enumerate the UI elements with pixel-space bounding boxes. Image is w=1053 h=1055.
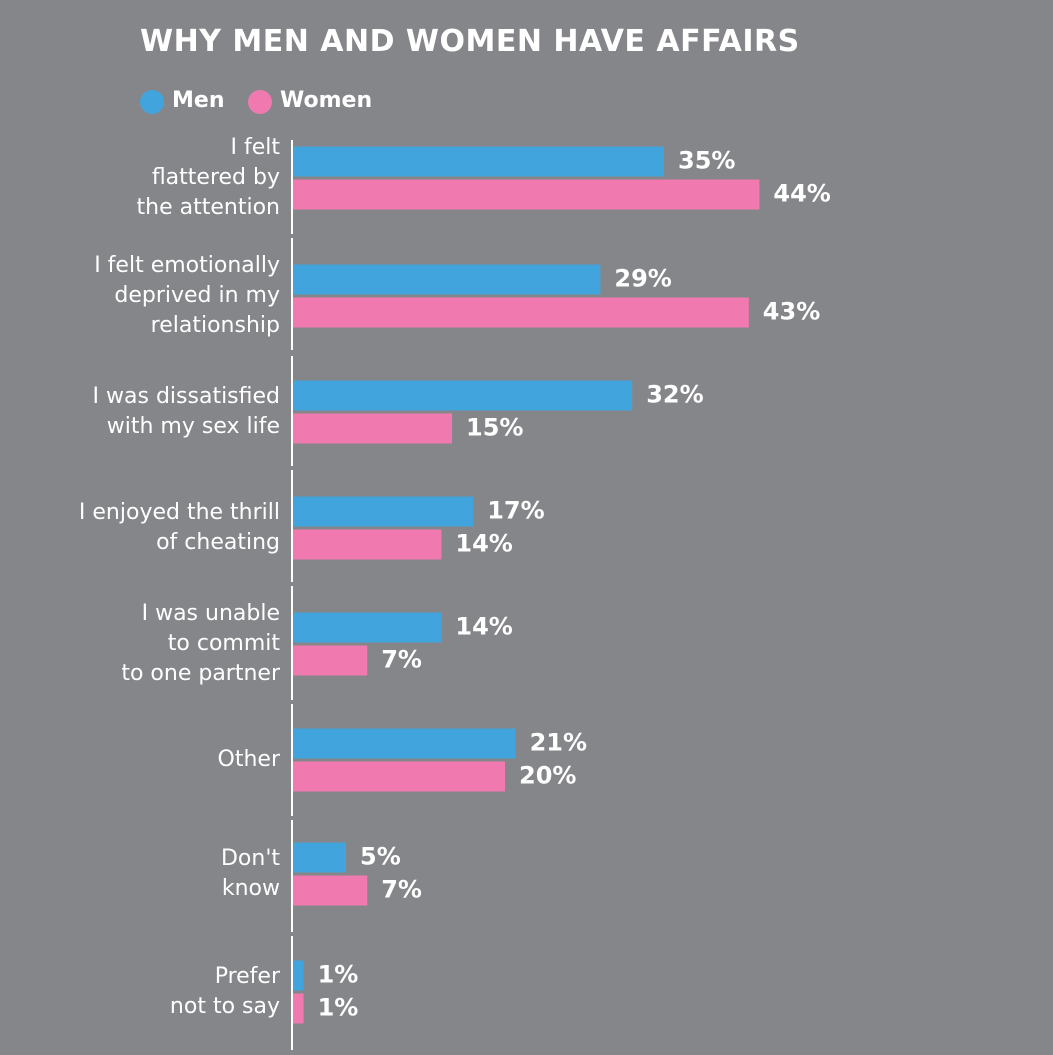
- category-label-2-line-1: I felt emotionally: [94, 253, 280, 278]
- category-label-5-line-3: to one partner: [121, 661, 281, 686]
- category-label-8-line-2: not to say: [170, 994, 280, 1019]
- category-label-2-line-2: deprived in my: [114, 283, 280, 308]
- bar-men-5: [293, 612, 442, 643]
- category-label-1-line-2: flattered by: [152, 165, 280, 190]
- bar-men-2: [293, 264, 601, 295]
- data-label-men-3: 32%: [646, 381, 703, 409]
- bar-women-6: [293, 761, 505, 792]
- data-label-men-1: 35%: [678, 147, 735, 175]
- data-label-men-8: 1%: [318, 961, 359, 989]
- category-label-5-line-2: to commit: [168, 631, 281, 656]
- data-label-women-2: 43%: [763, 298, 820, 326]
- category-label-4-line-1: I enjoyed the thrill: [79, 500, 280, 525]
- legend-label-women: Women: [280, 88, 373, 113]
- legend-label-men: Men: [172, 88, 225, 113]
- category-label-1-line-1: I felt: [231, 135, 281, 160]
- bar-men-8: [293, 960, 304, 991]
- bar-women-4: [293, 529, 442, 560]
- data-label-men-7: 5%: [360, 843, 401, 871]
- bar-women-7: [293, 875, 368, 906]
- category-label-7-line-1: Don't: [221, 846, 280, 871]
- category-label-7-line-2: know: [222, 876, 280, 901]
- bar-men-1: [293, 146, 664, 177]
- chart-title: WHY MEN AND WOMEN HAVE AFFAIRS: [140, 24, 800, 59]
- bar-women-1: [293, 179, 760, 210]
- bar-men-3: [293, 380, 633, 411]
- category-label-4-line-2: of cheating: [156, 530, 280, 555]
- data-label-women-4: 14%: [455, 530, 512, 558]
- bar-men-4: [293, 496, 474, 527]
- bar-women-5: [293, 645, 368, 676]
- data-label-men-5: 14%: [455, 613, 512, 641]
- bar-women-3: [293, 413, 452, 444]
- bar-men-6: [293, 728, 516, 759]
- category-label-3-line-2: with my sex life: [107, 414, 280, 439]
- data-label-women-5: 7%: [381, 646, 422, 674]
- data-label-men-2: 29%: [614, 265, 671, 293]
- bar-men-7: [293, 842, 346, 873]
- category-label-5-line-1: I was unable: [142, 601, 280, 626]
- bar-women-8: [293, 993, 304, 1024]
- category-label-2-line-3: relationship: [151, 313, 280, 338]
- category-label-8-line-1: Prefer: [215, 964, 281, 989]
- data-label-women-7: 7%: [381, 876, 422, 904]
- data-label-women-3: 15%: [466, 414, 523, 442]
- data-label-women-6: 20%: [519, 762, 576, 790]
- data-label-women-8: 1%: [318, 994, 359, 1022]
- category-label-6-line-1: Other: [218, 747, 281, 772]
- data-label-men-6: 21%: [530, 729, 587, 757]
- bar-women-2: [293, 297, 749, 328]
- data-label-men-4: 17%: [487, 497, 544, 525]
- category-label-3-line-1: I was dissatisfied: [93, 384, 280, 409]
- category-label-1-line-3: the attention: [137, 195, 280, 220]
- legend-swatch-women: [248, 90, 272, 114]
- legend-swatch-men: [140, 90, 164, 114]
- data-label-women-1: 44%: [773, 180, 830, 208]
